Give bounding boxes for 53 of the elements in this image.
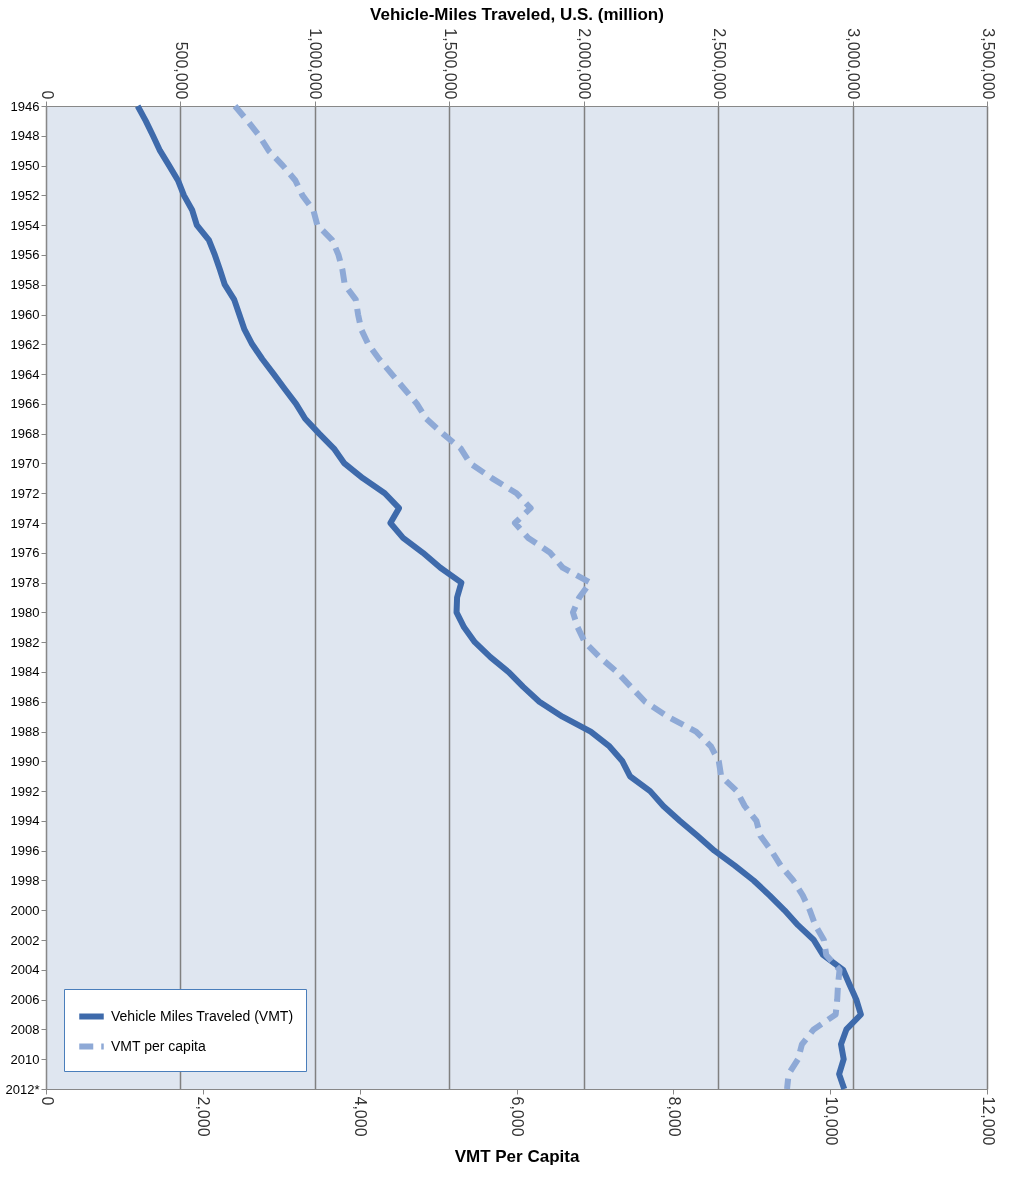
y-tick-label: 1998 [10,872,40,888]
x2-tick-label: 3,500,000 [979,28,997,100]
y-tick-label: 1956 [10,247,40,263]
y-tick-label: 1984 [10,664,40,680]
x-tick-label: 4,000 [352,1096,370,1137]
y-tick-label: 1970 [10,455,40,471]
x-tick-label: 2,000 [195,1096,213,1137]
x-tick-label: 0 [38,1096,56,1106]
y-tick-label: 1994 [10,813,40,829]
y-tick-label: 1946 [10,98,40,114]
x-axis-title: VMT Per Capita [454,1147,580,1167]
y-tick-label: 1976 [10,545,40,561]
y-tick-label: 1978 [10,575,40,591]
y-tick-label: 2006 [10,992,40,1008]
y-tick-label: 1958 [10,277,40,293]
x-tick-label: 12,000 [979,1096,997,1146]
y-tick-label: 1966 [10,396,40,412]
y-tick-label: 2004 [10,962,40,978]
y-tick-label: 1962 [10,336,40,352]
x2-tick-label: 0 [38,90,56,100]
y-tick-label: 1950 [10,158,40,174]
x-tick-label: 10,000 [822,1096,840,1146]
y-tick-label: 1986 [10,694,40,710]
y-tick-label: 2012* [5,1081,40,1097]
x2-tick-label: 2,000,000 [576,28,594,100]
y-tick-label: 1968 [10,426,40,442]
y-tick-label: 1990 [10,753,40,769]
x2-axis-title: Vehicle-Miles Traveled, U.S. (million) [370,5,664,25]
legend-label: VMT per capita [111,1037,206,1054]
y-tick-label: 1996 [10,843,40,859]
y-tick-label: 2002 [10,932,40,948]
y-tick-label: 1974 [10,515,40,531]
y-tick-label: 1960 [10,307,40,323]
y-tick-label: 1982 [10,634,40,650]
y-tick-label: 1964 [10,366,40,382]
y-tick-label: 2010 [10,1051,40,1067]
y-tick-label: 2000 [10,902,40,918]
x-tick-label: 8,000 [665,1096,683,1137]
x2-tick-label: 3,000,000 [845,28,863,100]
y-tick-label: 1954 [10,217,40,233]
y-tick-label: 1972 [10,485,40,501]
y-tick-label: 1948 [10,128,40,144]
y-tick-label: 1952 [10,187,40,203]
y-tick-label: 1992 [10,783,40,799]
y-tick-label: 2008 [10,1021,40,1037]
y-tick-label: 1988 [10,724,40,740]
y-tick-label: 1980 [10,604,40,620]
legend-label: Vehicle Miles Traveled (VMT) [111,1007,294,1024]
x2-tick-label: 2,500,000 [710,28,728,100]
x2-tick-label: 1,500,000 [441,28,459,100]
x2-tick-label: 500,000 [172,41,190,100]
x-tick-label: 6,000 [509,1096,526,1137]
x2-tick-label: 1,000,000 [307,28,325,100]
